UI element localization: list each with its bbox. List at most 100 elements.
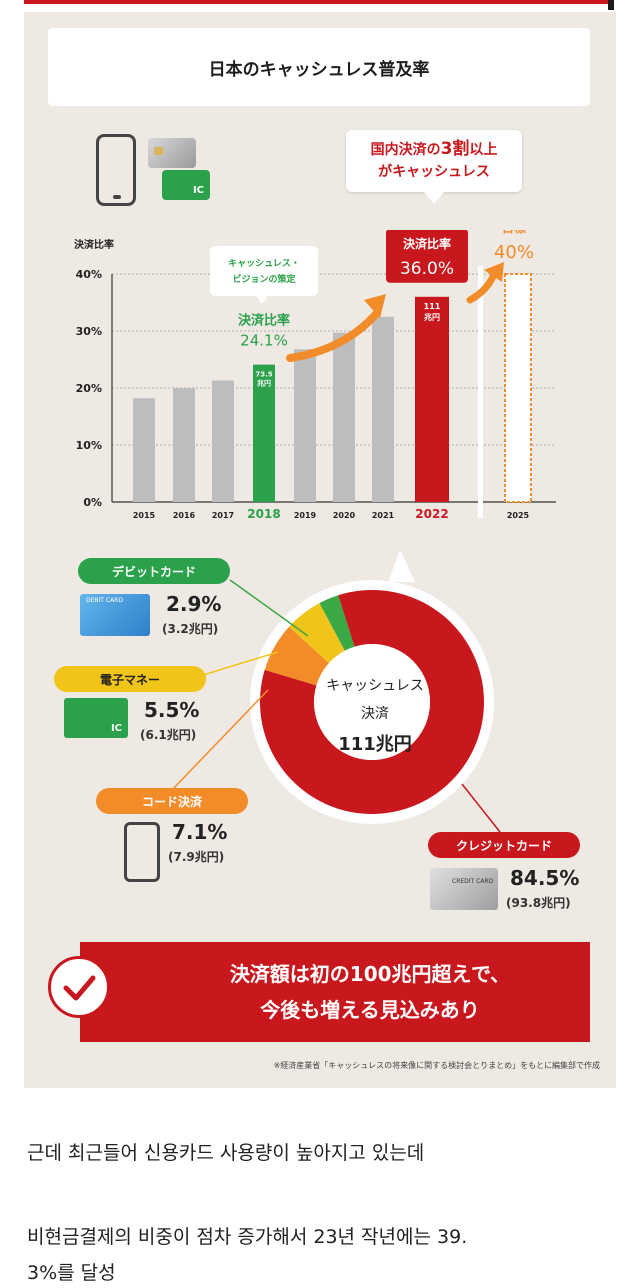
top-dark-cap (608, 0, 614, 10)
code-amount: (7.9兆円) (168, 850, 225, 864)
top-border (24, 0, 614, 10)
headline-part-b: 3割 (440, 139, 470, 159)
growth-arrow-2 (466, 270, 498, 304)
donut-center-line3: 111兆円 (338, 734, 412, 755)
credit-label-pill: クレジットカード (428, 832, 580, 858)
vision-callout-box (210, 246, 318, 296)
emoney-percent: 5.5% (144, 698, 200, 722)
credit-card-icon-large: CREDIT CARD (430, 868, 498, 910)
axis-break-separator (478, 266, 483, 518)
code-leader-line (169, 689, 269, 793)
bar-2021 (372, 316, 394, 502)
emoney-amount: (6.1兆円) (140, 728, 197, 742)
donut-slice-コード決済 (264, 626, 330, 686)
debit-amount: (3.2兆円) (162, 622, 219, 636)
growth-arrow-1 (286, 310, 380, 362)
donut-chart: キャッシュレス 決済 111兆円 (169, 550, 501, 833)
source-footnote: ※経済産業省「キャッシュレスの将来像に関する検討会とりまとめ」をもとに編集部で作… (273, 1061, 600, 1070)
bar-group: 0% 10% 20% 30% 40% 2015 2016 2017 2018 2019 2020 20… (76, 230, 556, 521)
growth-arrow-2-head (484, 262, 504, 282)
donut-slice-デビットカード (319, 595, 355, 651)
chart-title: 日本のキャッシュレス普及率 (48, 28, 590, 106)
target-value: 40% (494, 242, 534, 263)
ic-card-icon: IC (162, 170, 210, 200)
bar-2025 (504, 273, 532, 503)
ratio-2022-value: 36.0% (400, 259, 454, 279)
bar-2022 (415, 296, 449, 502)
donut-center-line2: 決済 (361, 706, 389, 722)
vision-callout-tail (256, 296, 268, 304)
y-tick-label-1: 10% (76, 439, 102, 452)
donut-hole (314, 644, 430, 760)
amount-2018-unit: 兆円 (257, 379, 271, 388)
checkmark-icon (48, 956, 110, 1018)
bar-2020 (333, 332, 355, 502)
x-tick-label-2020: 2020 (333, 511, 356, 520)
donut-slice-電子マネー (289, 603, 345, 664)
code-percent: 7.1% (172, 820, 228, 844)
bar-2019 (294, 349, 316, 502)
emoney-label-pill: 電子マネー (54, 666, 206, 692)
korean-text-line3: 3%를 달성 (27, 1262, 116, 1284)
debit-label-pill: デビットカード (78, 558, 230, 584)
y-tick-label-4: 40% (76, 268, 102, 281)
ratio-2022-box (386, 230, 468, 283)
x-tick-label-2021: 2021 (372, 511, 395, 520)
y-tick-label-2: 20% (76, 382, 102, 395)
credit-card-icon (148, 138, 196, 168)
ratio-2018-value: 24.1% (240, 332, 288, 350)
target-label: 目標 (502, 230, 526, 235)
ic-card-text: IC (192, 185, 204, 196)
y-tick-label-0: 0% (83, 496, 102, 509)
x-tick-label-2025: 2025 (507, 511, 530, 520)
donut-slices (260, 590, 484, 814)
code-label-pill: コード決済 (96, 788, 248, 814)
donut-center-line1: キャッシュレス (326, 678, 424, 694)
growth-arrow-1-head (364, 294, 386, 318)
debit-card-text: DEBIT CARD (86, 597, 123, 604)
ratio-2022-label: 決済比率 (403, 236, 451, 251)
headline-callout: 国内決済の3割以上 がキャッシュレス (346, 130, 522, 204)
conclusion-line2: 今後も増える見込みあり (260, 998, 480, 1022)
headline-part-a: 国内決済の (370, 142, 441, 158)
x-tick-label-2019: 2019 (294, 511, 317, 520)
x-tick-label-2018: 2018 (247, 507, 280, 521)
qr-phone-icon (124, 822, 160, 882)
debit-card-icon: DEBIT CARD (80, 594, 150, 636)
korean-text-line2: 비현금결제의 비중이 점차 증가해서 23년 작년에는 39. (27, 1226, 468, 1248)
credit-leader-line (461, 783, 501, 833)
smartphone-icon (96, 134, 136, 206)
conclusion-line1: 決済額は初の100兆円超えで、 (229, 962, 511, 986)
donut-slice-クレジットカード (260, 590, 484, 814)
debit-percent: 2.9% (166, 592, 222, 616)
amount-2018-value: 73.5 (255, 371, 272, 379)
vision-callout-line2: ビジョンの策定 (232, 273, 296, 285)
x-tick-label-2017: 2017 (212, 511, 234, 520)
top-red-line (24, 0, 614, 4)
emoney-card-icon: IC (64, 698, 128, 738)
conclusion-banner: 決済額は初の100兆円超えで、 今後も増える見込みあり (80, 942, 590, 1042)
vision-callout-line1: キャッシュレス・ (228, 258, 300, 269)
amount-2022-unit: 兆円 (424, 312, 440, 322)
debit-leader-line (229, 579, 309, 637)
emoney-card-text: IC (110, 723, 122, 734)
y-axis-label: 決済比率 (74, 238, 114, 251)
credit-card-text: CREDIT CARD (452, 878, 494, 885)
bar-chart: 決済比率 0% 10% 20% 30% 40% 2015 2016 2017 2018 2019 2… (74, 230, 556, 521)
bar-2015 (133, 398, 155, 502)
headline-part-c: 以上 (469, 142, 498, 158)
emoney-leader-line (199, 651, 279, 677)
credit-amount: (93.8兆円) (506, 896, 571, 910)
x-tick-label-2016: 2016 (173, 511, 196, 520)
headline-part-d: がキャッシュレス (378, 164, 490, 180)
ratio-2018-label: 決済比率 (238, 313, 290, 329)
bar-2018 (253, 364, 275, 502)
bar-2017 (212, 380, 234, 502)
y-tick-label-3: 30% (76, 325, 102, 338)
donut-pointer (388, 550, 415, 582)
korean-text-line1: 근데 최근들어 신용카드 사용량이 높아지고 있는데 (27, 1142, 425, 1164)
x-tick-label-2015: 2015 (133, 511, 156, 520)
x-tick-label-2022: 2022 (415, 507, 448, 521)
credit-percent: 84.5% (510, 866, 580, 890)
bar-2016 (173, 388, 195, 502)
